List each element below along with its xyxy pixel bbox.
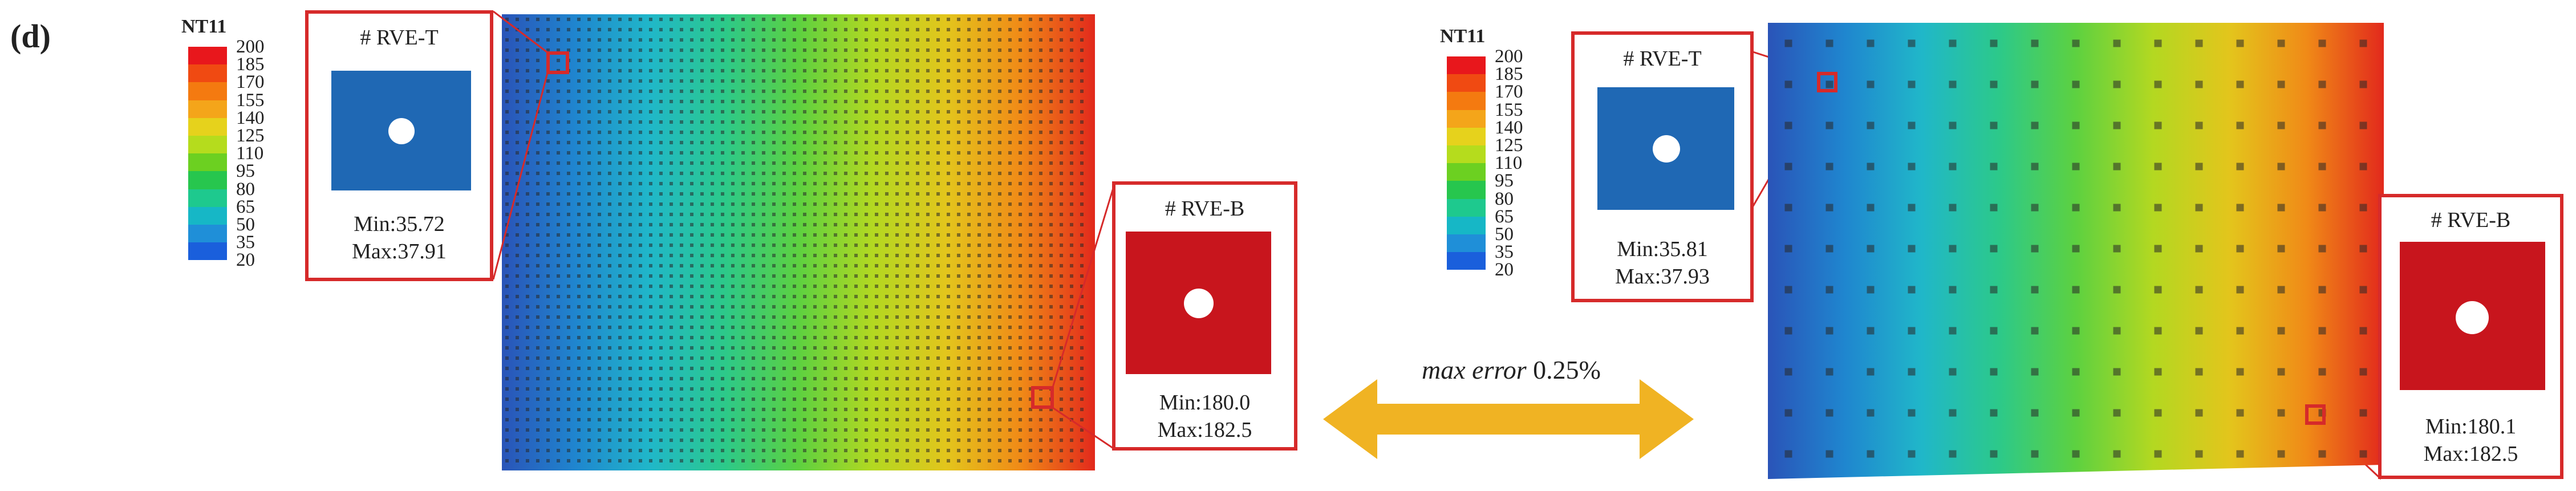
- rve-b-callout-left: # RVE-B Min:180.0 Max:182.5: [1112, 181, 1297, 451]
- legend-tick-label: 80: [1495, 188, 1514, 209]
- legend-tick-label: 140: [1495, 117, 1523, 138]
- legend-tick-label: 140: [236, 107, 265, 128]
- rve-t-min: Min:35.81: [1617, 237, 1708, 261]
- rve-hole: [1184, 289, 1214, 318]
- legend-swatch: [1447, 163, 1486, 181]
- legend-swatch: [188, 135, 227, 154]
- rve-b-title: # RVE-B: [1165, 197, 1245, 221]
- legend-tick-label: 35: [1495, 242, 1514, 263]
- void-grid: [505, 18, 1084, 462]
- rve-b-tile: [2400, 242, 2545, 390]
- rve-t-callout-right: # RVE-T Min:35.81 Max:37.93: [1571, 31, 1754, 302]
- rve-hole: [2456, 301, 2489, 334]
- rve-b-marker-left: [1031, 386, 1054, 409]
- legend-swatch: [188, 171, 227, 189]
- legend-swatch: [188, 242, 227, 261]
- legend-tick-label: 20: [236, 250, 255, 271]
- legend-tick-label: 200: [1495, 46, 1523, 67]
- legend-swatch: [1447, 181, 1486, 199]
- rve-b-min: Min:180.1: [2425, 415, 2517, 439]
- rve-t-min: Min:35.72: [354, 212, 445, 236]
- legend-tick-label: 50: [236, 214, 255, 235]
- legend-tick-label: 65: [1495, 206, 1514, 227]
- panel-label: (d): [10, 18, 51, 55]
- legend-swatch: [1447, 234, 1486, 253]
- legend-tick-label: 35: [236, 232, 255, 253]
- legend-tick-label: 80: [236, 178, 255, 200]
- legend-tick-label: 65: [236, 196, 255, 217]
- rve-t-stats: Min:35.72 Max:37.91: [309, 210, 490, 265]
- legend-swatch: [1447, 216, 1486, 234]
- legend-tick-label: 110: [236, 143, 264, 164]
- legend-swatch: [1447, 145, 1486, 164]
- legend-swatch: [1447, 56, 1486, 75]
- legend-swatch: [1447, 74, 1486, 92]
- rve-hole: [388, 118, 415, 144]
- legend-swatch: [1447, 127, 1486, 145]
- rve-b-tile: [1126, 232, 1271, 374]
- legend-tick-label: 50: [1495, 224, 1514, 245]
- legend-tick-label: 95: [236, 161, 255, 182]
- legend-tick-label: 185: [1495, 64, 1523, 85]
- legend-tick-label: 155: [1495, 99, 1523, 120]
- legend-swatch: [188, 100, 227, 118]
- max-error-label: max error 0.25%: [1392, 355, 1631, 385]
- rve-t-title: # RVE-T: [1623, 47, 1702, 71]
- temperature-field-left: [502, 14, 1095, 470]
- legend-swatch: [188, 82, 227, 100]
- legend-tick-label: 170: [1495, 82, 1523, 103]
- legend-swatch: [188, 224, 227, 243]
- legend-title: NT11: [181, 16, 227, 37]
- legend-right: NT11 200 185 170 155 140 125 110 95 80 65 50 35 20: [1440, 26, 1554, 294]
- legend-swatch: [188, 117, 227, 136]
- rve-b-stats: Min:180.1 Max:182.5: [2382, 413, 2560, 468]
- rve-t-stats: Min:35.81 Max:37.93: [1575, 236, 1750, 290]
- legend-swatch: [1447, 198, 1486, 217]
- rve-t-callout-left: # RVE-T Min:35.72 Max:37.91: [305, 10, 493, 281]
- rve-t-max: Max:37.93: [1615, 265, 1710, 289]
- rve-t-marker-right: [1817, 72, 1837, 92]
- rve-t-marker-left: [546, 51, 569, 74]
- temperature-field-right: [1768, 23, 2384, 479]
- legend-title: NT11: [1440, 26, 1486, 47]
- legend-swatch: [1447, 252, 1486, 270]
- legend-tick-label: 155: [236, 90, 265, 111]
- legend-tick-label: 125: [1495, 135, 1523, 156]
- max-error-text: max error: [1422, 355, 1527, 384]
- rve-b-marker-right: [2305, 404, 2326, 425]
- rve-b-stats: Min:180.0 Max:182.5: [1115, 389, 1294, 444]
- legend-swatch: [188, 153, 227, 172]
- legend-tick-label: 110: [1495, 153, 1523, 174]
- legend-tick-label: 170: [236, 72, 265, 93]
- legend-left: NT11 200 185 170 155 140 125 110 95 80 65 50 35 20: [181, 16, 295, 284]
- rve-b-min: Min:180.0: [1159, 391, 1251, 415]
- legend-tick-label: 185: [236, 54, 265, 75]
- legend-colorbar: [188, 47, 227, 261]
- legend-tick-label: 20: [1495, 259, 1514, 281]
- rve-b-title: # RVE-B: [2431, 208, 2511, 232]
- legend-swatch: [188, 189, 227, 207]
- legend-colorbar: [1447, 56, 1486, 270]
- rve-b-max: Max:182.5: [1157, 418, 1252, 442]
- legend-tick-label: 125: [236, 125, 265, 146]
- legend-swatch: [188, 64, 227, 83]
- rve-t-max: Max:37.91: [352, 240, 447, 263]
- rve-b-max: Max:182.5: [2423, 442, 2518, 466]
- legend-swatch: [188, 206, 227, 225]
- legend-tick-label: 95: [1495, 171, 1514, 192]
- void-grid: [1784, 39, 2367, 458]
- legend-tick-label: 200: [236, 36, 265, 57]
- max-error-value: 0.25%: [1533, 355, 1601, 384]
- legend-swatch: [1447, 92, 1486, 110]
- rve-t-title: # RVE-T: [360, 26, 439, 50]
- rve-b-callout-right: # RVE-B Min:180.1 Max:182.5: [2378, 194, 2563, 479]
- comparison-arrow: [1323, 379, 1694, 459]
- rve-hole: [1653, 135, 1680, 163]
- rve-t-tile: [331, 71, 471, 190]
- legend-swatch: [188, 47, 227, 65]
- rve-t-tile: [1597, 87, 1734, 210]
- legend-swatch: [1447, 109, 1486, 128]
